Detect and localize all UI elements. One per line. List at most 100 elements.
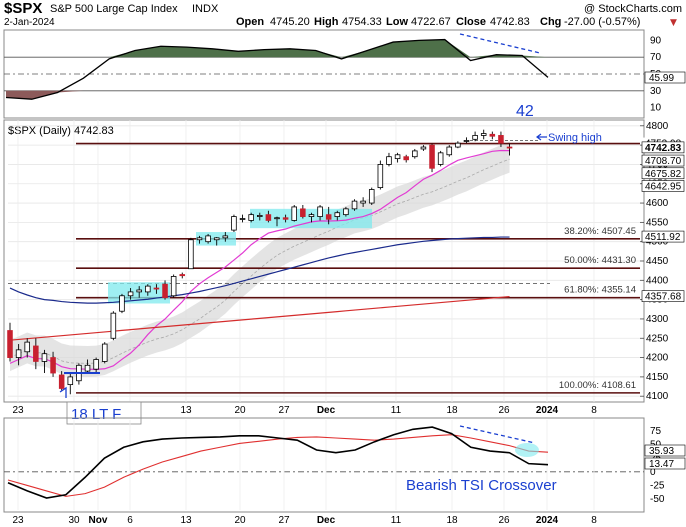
- price-xtick-label: Dec: [317, 405, 336, 416]
- candle-body: [480, 133, 487, 136]
- swing-high-arrow-icon: [536, 133, 547, 141]
- rsi-ytick-label: 10: [650, 103, 662, 114]
- price-label: 4357.68: [645, 292, 682, 303]
- candle-body: [265, 214, 272, 221]
- price-label-box: [641, 154, 685, 167]
- tsi-xtick-label: 23: [12, 515, 24, 526]
- candle-body: [7, 330, 13, 358]
- price-label-box: [641, 290, 685, 302]
- price-ytick-label: 4300: [646, 314, 669, 325]
- rsi-overbought-fill: [6, 39, 548, 58]
- candle-body: [196, 237, 203, 241]
- candle-body: [308, 214, 315, 217]
- candle-body: [93, 359, 99, 370]
- candle-body: [282, 217, 289, 220]
- tsi-ytick-label: 0: [650, 467, 656, 478]
- ma-fast-line: [9, 149, 510, 370]
- price-panel-title: $SPX (Daily) 4742.83: [8, 125, 114, 137]
- candle-body: [403, 156, 409, 161]
- tsi-value-box-1: [644, 444, 686, 457]
- tsi-ytick-label: -25: [650, 480, 665, 491]
- candle-body: [15, 349, 22, 358]
- price-xtick-label: 26: [498, 405, 510, 416]
- chg-value: -27.00 (-0.57%): [564, 16, 640, 28]
- price-label: 4642.95: [645, 181, 682, 192]
- rsi-panel-frame: [3, 29, 645, 119]
- candle-body: [506, 146, 513, 149]
- open-label: Open: [236, 16, 264, 28]
- fib-level-label: 100.00%: 4108.61: [559, 380, 636, 391]
- rsi-ytick-label: 90: [650, 35, 662, 46]
- chart-header: $SPX S&P 500 Large Cap Index INDX @ Stoc…: [4, 0, 682, 28]
- high-value: 4754.33: [342, 16, 382, 28]
- candle-body: [136, 289, 142, 293]
- consolidation-box: [250, 208, 372, 229]
- candle-body: [489, 133, 496, 137]
- price-label: 4742.83: [645, 143, 682, 154]
- candle-body: [351, 200, 358, 210]
- price-label: 4708.70: [645, 156, 682, 167]
- candle-body: [41, 353, 48, 362]
- tsi-panel-frame: [3, 417, 645, 513]
- price-envelope-band: [10, 141, 510, 377]
- fib-level-label: 38.20%: 4507.45: [564, 226, 636, 237]
- low-value: 4722.67: [411, 16, 451, 28]
- candle-body: [377, 164, 384, 189]
- candle-body: [368, 189, 375, 204]
- price-ytick-label: 4100: [646, 391, 669, 402]
- candle-body: [446, 146, 453, 156]
- price-label: 4675.82: [645, 169, 682, 180]
- tsi-xtick-label: 27: [278, 515, 290, 526]
- tsi-xtick-label: 11: [391, 515, 402, 526]
- rsi-line: [5, 38, 549, 100]
- tsi-xtick-label: 20: [234, 515, 246, 526]
- candle-body: [50, 357, 56, 374]
- candle-body: [334, 212, 341, 217]
- candle-body: [394, 154, 401, 160]
- open-value: 4745.20: [270, 16, 310, 28]
- tsi-ytick-label: -50: [650, 494, 665, 505]
- tsi-panel: 7550250-25-50 35.93 13.47 Bearish TSI Cr…: [3, 417, 686, 526]
- close-value: 4742.83: [490, 16, 530, 28]
- lt-f-arrow-icon: [59, 386, 67, 398]
- price-ytick-label: 4150: [646, 372, 669, 383]
- price-ytick-label: 4450: [646, 256, 669, 267]
- brand-label: @ StockCharts.com: [584, 3, 682, 15]
- candle-body: [231, 216, 237, 231]
- tsi-xtick-label: 26: [498, 515, 510, 526]
- price-ytick-label: 4600: [646, 198, 669, 209]
- ma-slow-blue-line: [9, 236, 510, 304]
- candle-body: [33, 345, 39, 362]
- candle-body: [84, 364, 91, 372]
- candle-body: [257, 215, 263, 217]
- tsi-xtick-label: 30: [68, 515, 80, 526]
- tsi-xtick-label: Dec: [317, 515, 336, 526]
- chg-down-icon: ▼: [670, 18, 677, 28]
- price-xtick-label: 27: [278, 405, 290, 416]
- candle-body: [67, 376, 74, 386]
- rsi-ytick-label: 30: [650, 86, 662, 97]
- tsi-xtick-label: 13: [180, 515, 192, 526]
- index-name: S&P 500 Large Cap Index: [50, 3, 178, 15]
- candle-body: [205, 235, 211, 243]
- tsi-line: [7, 426, 549, 499]
- price-ytick-label: 4550: [646, 217, 669, 228]
- candle-body: [498, 135, 504, 144]
- candle-body: [239, 218, 246, 220]
- candle-body: [420, 146, 427, 150]
- symbol-title: $SPX: [4, 0, 42, 17]
- candle-body: [222, 235, 229, 239]
- ma-slow-red-line: [9, 295, 510, 341]
- swing-high-label: Swing high: [548, 132, 602, 144]
- date-label: 2-Jan-2024: [4, 17, 55, 28]
- tsi-divergence-line: [459, 425, 536, 444]
- candle-body: [343, 208, 349, 216]
- tsi-value-label-1: 35.93: [649, 446, 674, 457]
- candle-body: [300, 208, 306, 217]
- tsi-signal-line: [7, 434, 549, 497]
- lt-f-label: 18 LT F: [71, 406, 121, 423]
- candle-body: [213, 237, 220, 241]
- price-xtick-label: 18: [446, 405, 458, 416]
- price-xtick-label: 13: [180, 405, 192, 416]
- tsi-xtick-label: 8: [591, 515, 597, 526]
